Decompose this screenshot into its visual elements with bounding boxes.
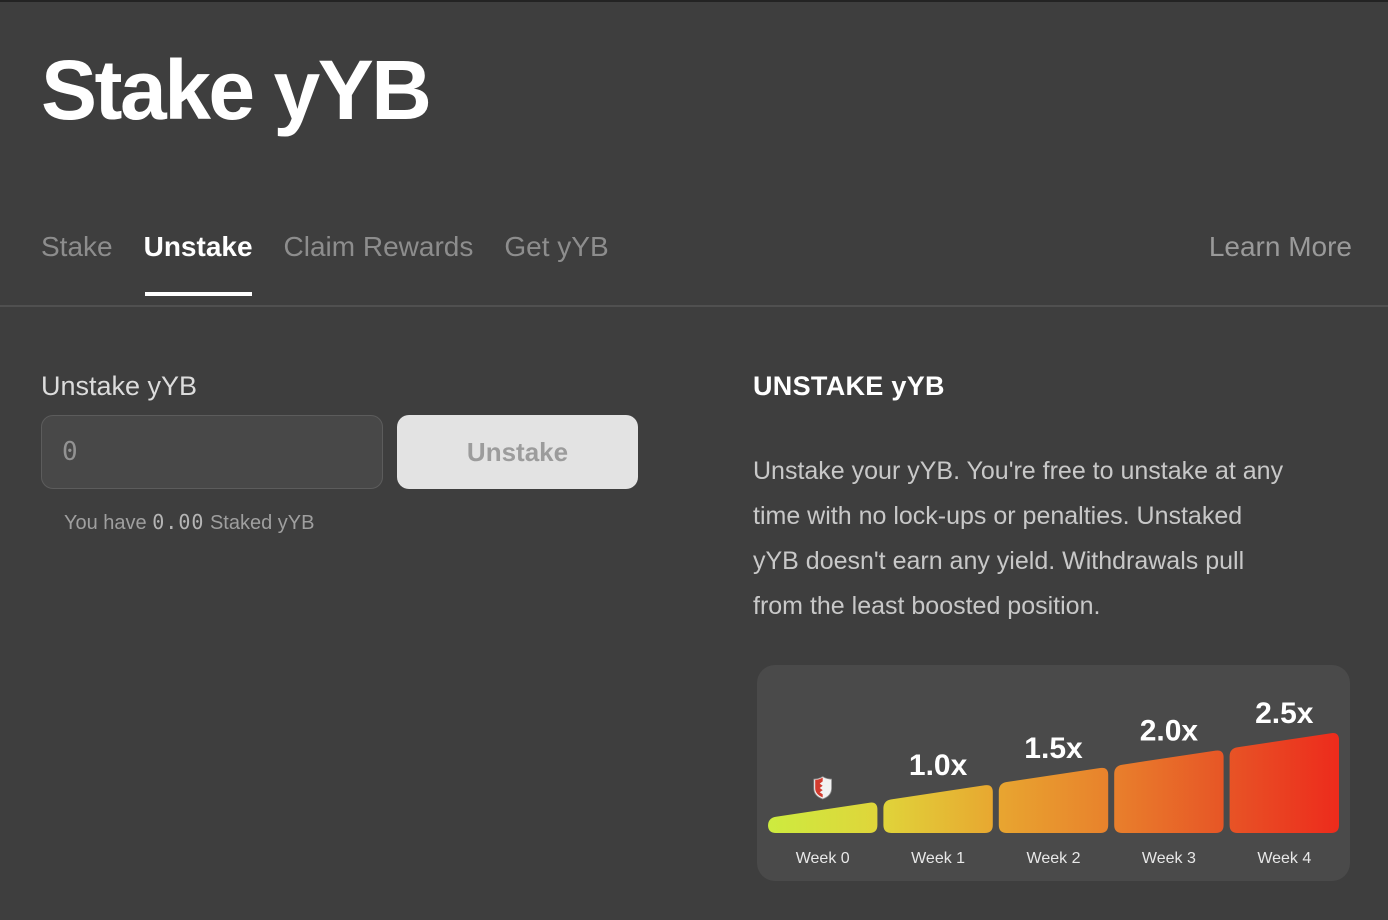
shield-icon [813, 776, 833, 800]
tab-get-yyb[interactable]: Get yYB [504, 231, 609, 262]
boost-value-label: 1.0x [909, 749, 968, 782]
boost-bar-week-2 [998, 767, 1109, 833]
boost-chart-card: Week 0 1.0x Week 1 1.5x Week 2 2.0x Week 3 2.5x… [757, 665, 1350, 881]
balance-prefix: You have [64, 512, 153, 534]
boost-bar-week-3 [1114, 750, 1224, 833]
tab-stake[interactable]: Stake [41, 231, 113, 262]
info-heading: UNSTAKE yYB [753, 371, 945, 401]
balance-suffix: Staked yYB [204, 512, 315, 534]
week-tick-label: Week 4 [1257, 850, 1311, 867]
week-tick-label: Week 0 [796, 850, 850, 867]
tabs-divider [0, 305, 1388, 307]
tab-claim-rewards[interactable]: Claim Rewards [283, 231, 474, 262]
balance-text: You have 0.00 Staked yYB [64, 510, 314, 535]
week-tick-label: Week 1 [911, 850, 965, 867]
boost-value-label: 2.5x [1255, 697, 1314, 730]
boost-value-label: 1.5x [1024, 732, 1083, 765]
active-tab-underline [145, 292, 252, 296]
week-tick-label: Week 2 [1027, 850, 1081, 867]
week-tick-label: Week 3 [1142, 850, 1196, 867]
unstake-form-label: Unstake yYB [41, 371, 198, 401]
boost-ramp-chart: Week 0 1.0x Week 1 1.5x Week 2 2.0x Week 3 2.5x… [768, 697, 1339, 867]
boost-bar-week-0 [768, 802, 878, 833]
info-paragraph: Unstake your yYB. You're free to unstake… [753, 457, 1284, 620]
tab-bar: Stake Unstake Claim Rewards Get yYB [41, 231, 609, 263]
learn-more-link[interactable]: Learn More [1208, 231, 1352, 262]
boost-bar-week-1 [883, 785, 993, 833]
page-title: Stake yYB [41, 43, 432, 137]
balance-amount: 0.00 [152, 510, 205, 534]
boost-bar-week-4 [1229, 733, 1339, 833]
unstake-button[interactable]: Unstake [397, 415, 638, 489]
tab-unstake[interactable]: Unstake [143, 231, 253, 262]
amount-input[interactable] [41, 415, 383, 489]
boost-value-label: 2.0x [1140, 714, 1199, 747]
